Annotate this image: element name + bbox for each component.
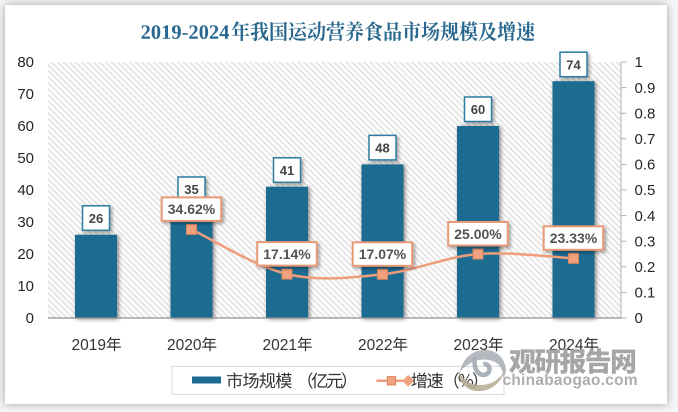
svg-text:2022: 2022 (358, 337, 392, 354)
svg-text:20: 20 (17, 246, 34, 263)
svg-text:0.5: 0.5 (635, 182, 656, 199)
svg-text:0.3: 0.3 (635, 233, 656, 250)
svg-text:chinabaogao.com: chinabaogao.com (503, 372, 638, 389)
svg-text:1: 1 (635, 54, 643, 71)
svg-text:30: 30 (17, 214, 34, 231)
svg-text:0: 0 (26, 310, 34, 327)
svg-text:25.00%: 25.00% (454, 226, 502, 242)
svg-text:10: 10 (17, 278, 34, 295)
svg-text:50: 50 (17, 150, 34, 167)
svg-text:2020: 2020 (167, 337, 202, 354)
svg-text:48: 48 (375, 141, 389, 156)
svg-text:2021: 2021 (263, 337, 297, 354)
svg-text:17.07%: 17.07% (359, 246, 407, 262)
svg-text:0.1: 0.1 (635, 285, 656, 302)
svg-text:17.14%: 17.14% (263, 246, 311, 262)
svg-text:0.8: 0.8 (635, 105, 656, 122)
svg-text:40: 40 (17, 182, 34, 199)
svg-text:60: 60 (471, 102, 485, 117)
svg-text:0.7: 0.7 (635, 131, 656, 148)
svg-text:0.9: 0.9 (635, 80, 656, 97)
svg-text:26: 26 (89, 211, 103, 226)
svg-text:2019: 2019 (72, 337, 106, 354)
svg-text:2023: 2023 (454, 337, 488, 354)
svg-text:41: 41 (280, 163, 294, 178)
svg-text:0.4: 0.4 (635, 208, 656, 225)
svg-text:70: 70 (17, 86, 34, 103)
svg-text:80: 80 (17, 54, 34, 71)
svg-text:74: 74 (566, 57, 581, 72)
svg-text:23.33%: 23.33% (550, 230, 598, 246)
svg-text:0: 0 (635, 310, 643, 327)
svg-text:35: 35 (184, 182, 198, 197)
svg-text:0.6: 0.6 (635, 157, 656, 174)
svg-text:60: 60 (17, 118, 34, 135)
svg-text:34.62%: 34.62% (168, 201, 216, 217)
svg-text:0.2: 0.2 (635, 259, 656, 276)
